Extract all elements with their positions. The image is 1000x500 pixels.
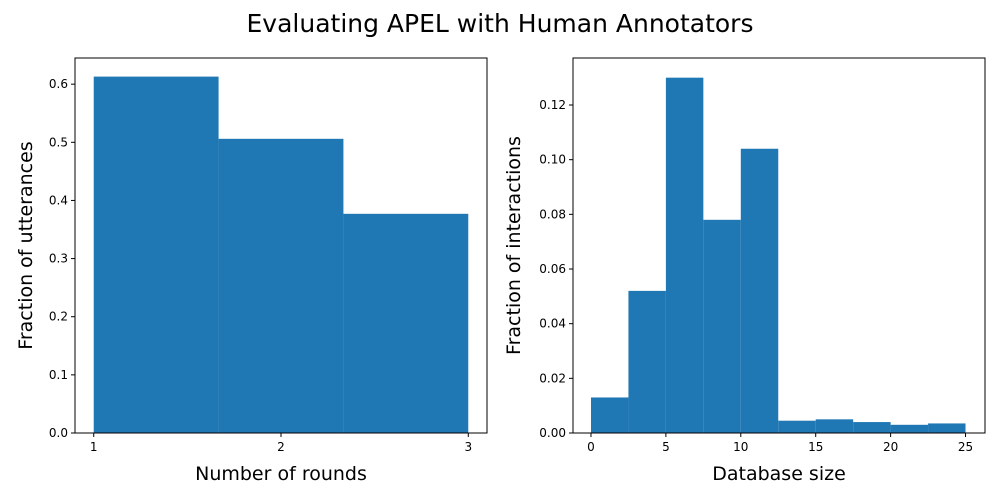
x-tick-label: 5 xyxy=(662,440,670,454)
y-axis-label: Fraction of utterances xyxy=(15,141,37,349)
x-tick-label: 3 xyxy=(464,440,472,454)
bar xyxy=(890,424,929,433)
bar xyxy=(740,148,779,433)
y-tick-label: 0.08 xyxy=(539,207,566,221)
y-tick-label: 0.4 xyxy=(49,193,68,207)
y-tick-label: 0.6 xyxy=(49,77,68,91)
x-tick-label: 20 xyxy=(883,440,898,454)
y-tick-label: 0.06 xyxy=(539,262,566,276)
bar xyxy=(928,423,966,433)
bar xyxy=(853,422,891,433)
y-tick-label: 0.1 xyxy=(49,368,68,382)
x-axis-label: Number of rounds xyxy=(195,463,367,485)
bar xyxy=(703,219,741,433)
bar xyxy=(93,76,219,434)
bar xyxy=(628,290,666,433)
x-tick-label: 1 xyxy=(90,440,98,454)
y-tick-label: 0.02 xyxy=(539,371,566,385)
bar xyxy=(218,138,344,433)
y-tick-label: 0.2 xyxy=(49,310,68,324)
y-tick-label: 0.00 xyxy=(539,426,566,440)
bar xyxy=(815,419,854,433)
bar xyxy=(590,397,629,433)
x-axis-label: Database size xyxy=(712,463,846,485)
x-tick-label: 25 xyxy=(958,440,973,454)
bar xyxy=(343,213,469,433)
y-tick-label: 0.10 xyxy=(539,153,566,167)
y-axis-label: Fraction of interactions xyxy=(503,136,525,355)
y-tick-label: 0.5 xyxy=(49,135,68,149)
y-tick-label: 0.0 xyxy=(49,426,68,440)
axes-frame xyxy=(572,57,986,434)
bar xyxy=(778,420,816,433)
x-tick-label: 10 xyxy=(733,440,748,454)
x-tick-label: 0 xyxy=(587,440,595,454)
y-tick-label: 0.04 xyxy=(539,317,566,331)
figure-title: Evaluating APEL with Human Annotators xyxy=(247,9,754,38)
x-tick-label: 2 xyxy=(277,440,285,454)
x-tick-label: 15 xyxy=(808,440,823,454)
bar xyxy=(665,77,704,434)
y-tick-label: 0.3 xyxy=(49,252,68,266)
y-tick-label: 0.12 xyxy=(539,98,566,112)
